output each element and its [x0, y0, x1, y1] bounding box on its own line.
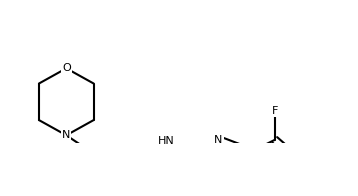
- Text: O: O: [62, 63, 71, 73]
- Text: N: N: [62, 130, 71, 140]
- Text: HN: HN: [158, 136, 175, 146]
- Text: F: F: [272, 106, 278, 116]
- Text: N: N: [214, 135, 223, 145]
